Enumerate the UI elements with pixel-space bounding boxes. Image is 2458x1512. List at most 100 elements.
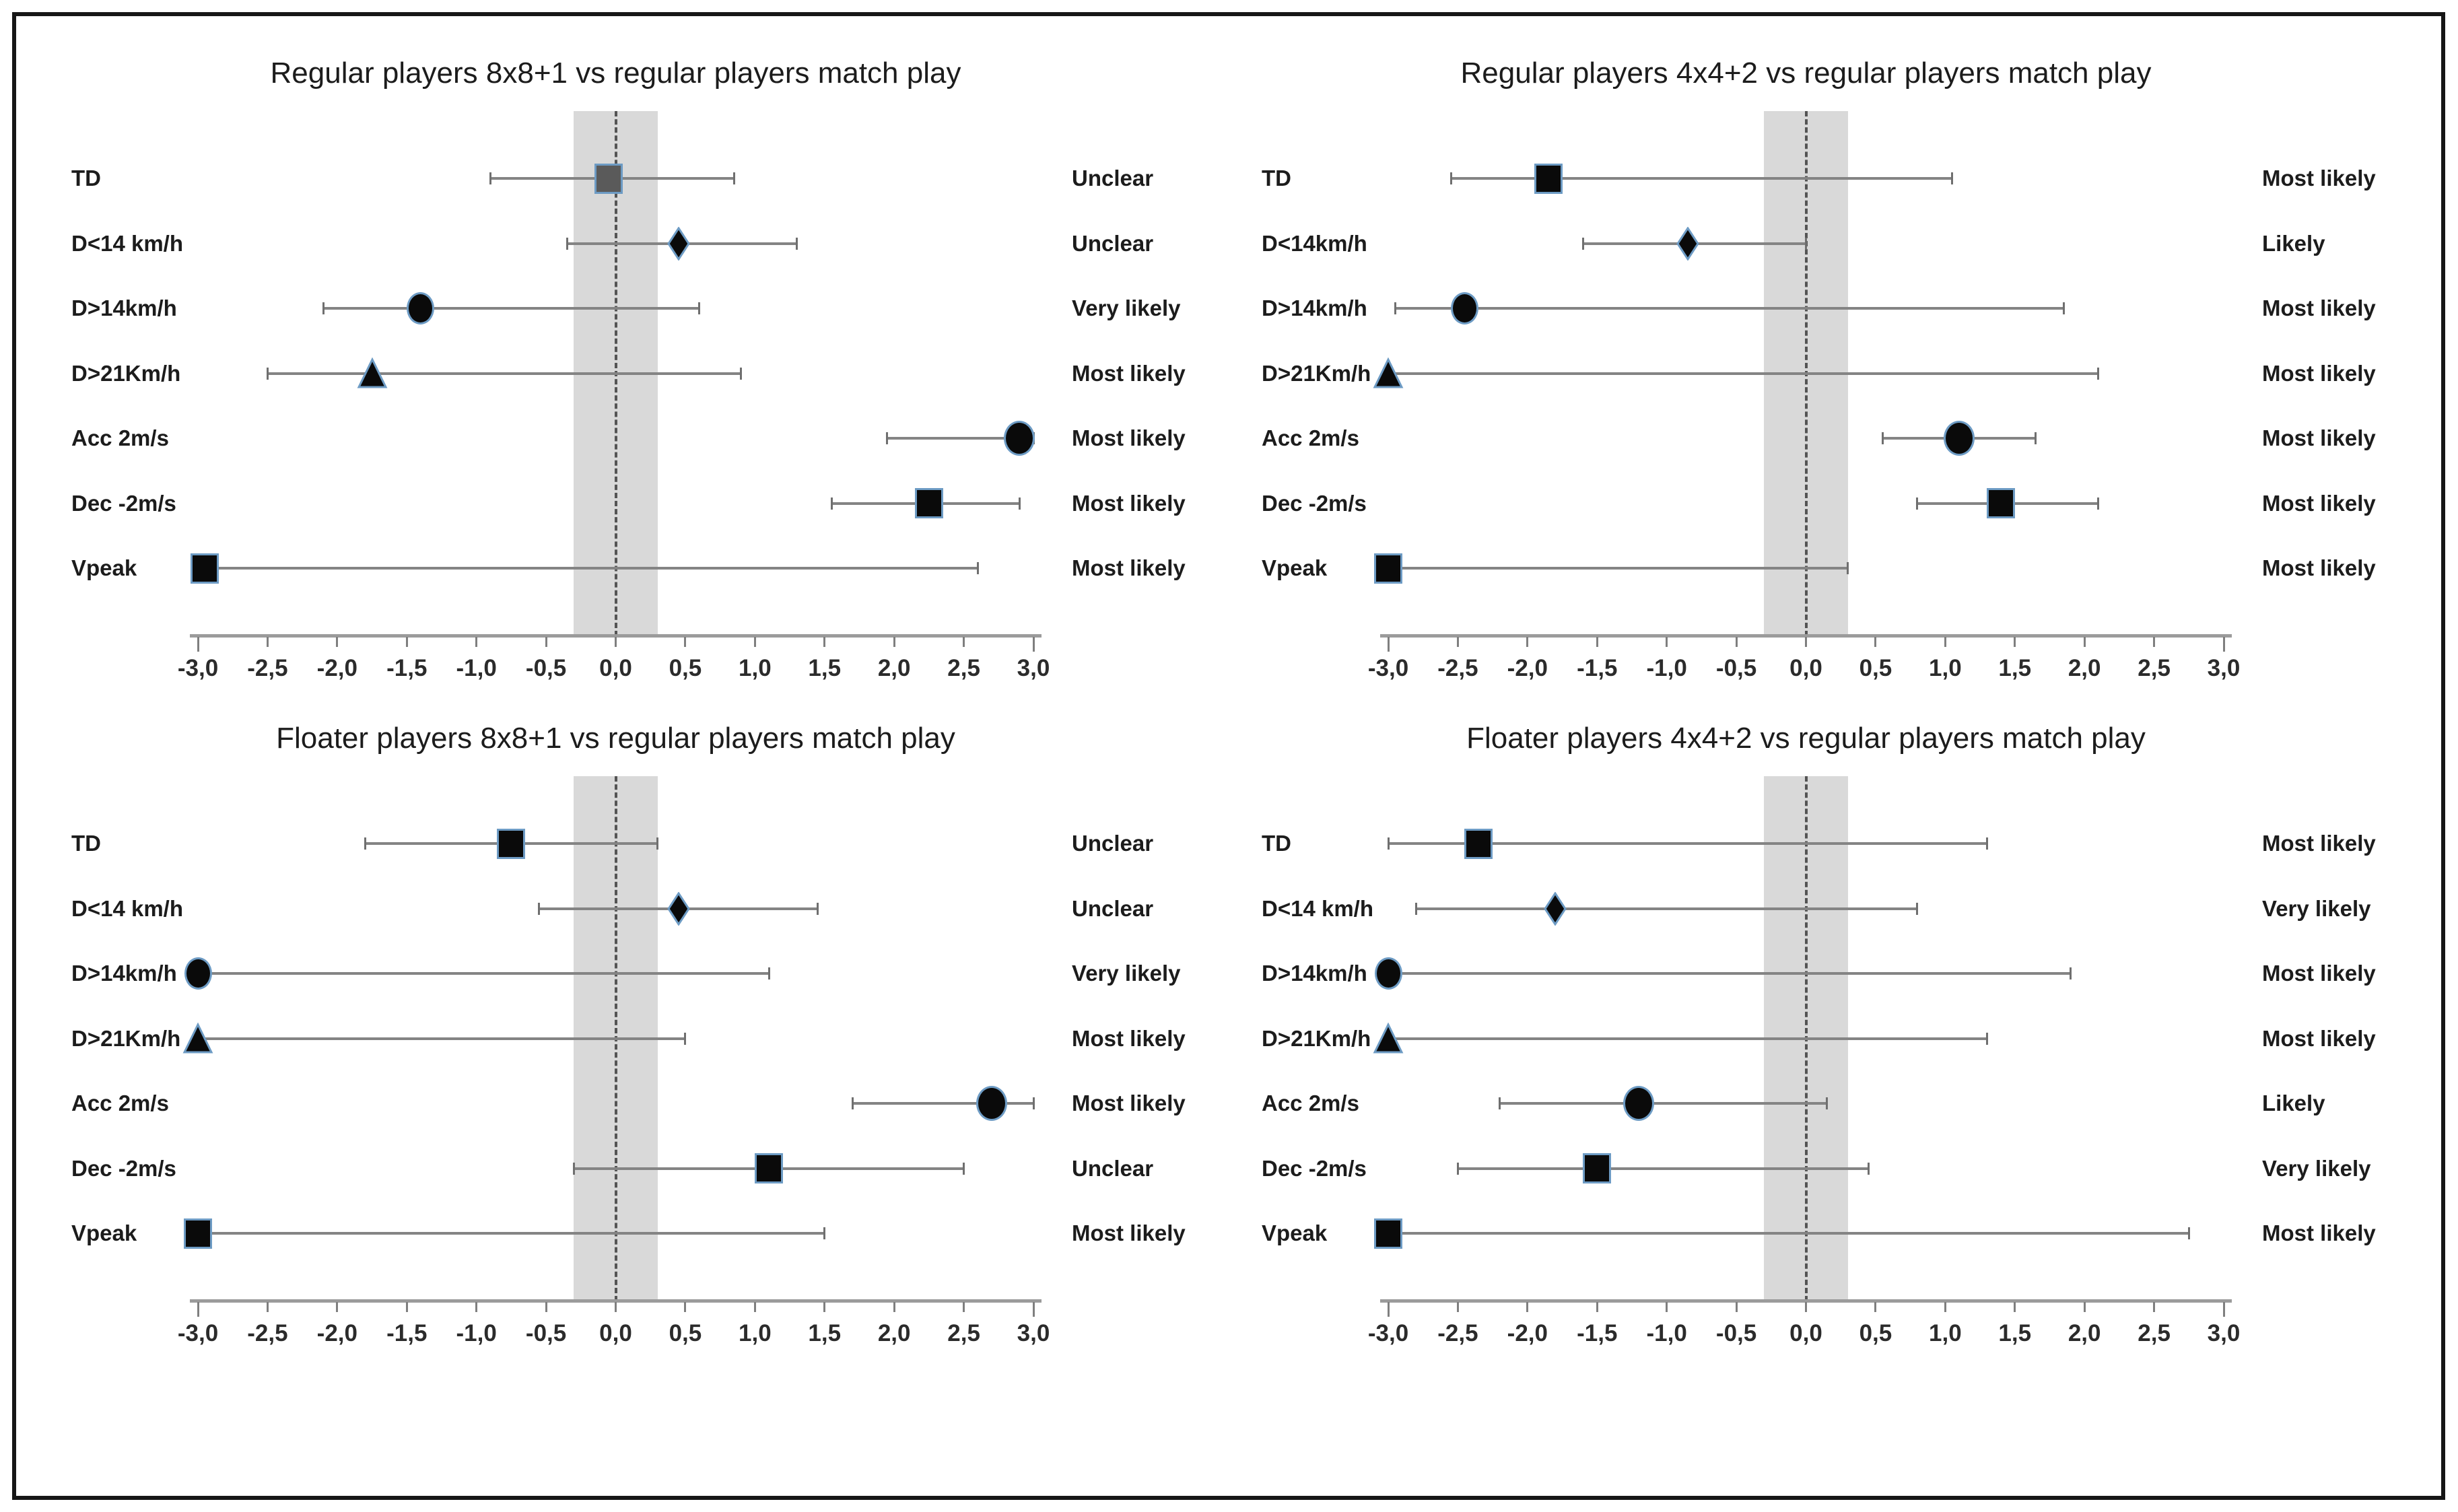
x-axis-tick-label: 1,5 — [1998, 1320, 2032, 1346]
error-bar — [1388, 842, 1987, 845]
error-bar-cap — [2069, 967, 2072, 980]
row-label: Vpeak — [71, 555, 137, 580]
x-axis-tick — [266, 637, 269, 647]
x-axis-tick — [1874, 637, 1877, 647]
x-axis-tick — [1596, 1302, 1598, 1312]
x-axis-tick — [823, 1302, 826, 1312]
x-axis-tick — [1596, 637, 1598, 647]
x-axis-tick — [1387, 637, 1390, 652]
error-bar — [323, 307, 699, 310]
x-axis-tick — [475, 637, 478, 647]
error-bar — [267, 372, 741, 375]
x-axis-tick — [1735, 637, 1738, 647]
error-bar — [1499, 1102, 1827, 1105]
x-axis-tick-label: -0,5 — [1715, 655, 1757, 681]
likelihood-label: Most likely — [2262, 1221, 2376, 1245]
likelihood-label: Most likely — [1072, 555, 1186, 580]
row-label: Dec -2m/s — [71, 1155, 176, 1181]
error-bar-cap — [1985, 837, 1988, 850]
x-axis-tick — [2222, 637, 2225, 652]
panel-regular-4x4plus2: Regular players 4x4+2 vs regular players… — [1190, 0, 2443, 727]
x-axis-tick — [823, 637, 826, 647]
error-bar-cap — [1916, 902, 1919, 915]
error-bar-cap — [1018, 497, 1021, 510]
error-bar-cap — [1881, 432, 1884, 444]
x-axis-tick-label: 0,5 — [669, 655, 702, 681]
x-axis-line — [190, 1299, 1042, 1303]
error-bar-cap — [656, 837, 659, 850]
row-label: Vpeak — [71, 1221, 137, 1245]
marker-square — [594, 163, 623, 194]
x-axis-tick — [197, 637, 199, 652]
marker-square — [1583, 1153, 1612, 1183]
error-bar-cap — [322, 302, 325, 314]
x-axis-tick — [336, 1302, 339, 1312]
row-label: D>14km/h — [71, 961, 177, 986]
x-axis-tick-label: 0,5 — [1859, 655, 1892, 681]
likelihood-label: Unclear — [1072, 166, 1154, 191]
error-bar-cap — [538, 902, 541, 915]
row-label: Vpeak — [1262, 1221, 1328, 1245]
error-bar — [1388, 567, 1848, 570]
error-bar-cap — [1951, 172, 1954, 184]
x-axis-tick-label: 1,5 — [808, 1320, 842, 1346]
x-axis-tick — [1805, 1302, 1807, 1312]
marker-square — [1534, 163, 1563, 194]
error-bar-cap — [830, 497, 833, 510]
likelihood-label: Unclear — [1072, 831, 1154, 856]
row-label: TD — [1262, 831, 1291, 856]
x-axis-tick — [963, 637, 965, 647]
likelihood-label: Most likely — [2262, 166, 2376, 191]
likelihood-label: Most likely — [2262, 425, 2376, 450]
error-bar — [887, 437, 1033, 440]
error-bar — [1388, 972, 2071, 975]
likelihood-label: Most likely — [2262, 296, 2376, 320]
likelihood-label: Very likely — [2262, 895, 2371, 921]
error-bar-cap — [851, 1097, 854, 1109]
marker-circle — [407, 292, 435, 324]
likelihood-label: Very likely — [1072, 961, 1181, 986]
row-label: D>21Km/h — [71, 360, 181, 386]
x-axis-tick-label: -0,5 — [1715, 1320, 1757, 1346]
x-axis-tick-label: 1,0 — [1929, 1320, 1962, 1346]
error-bar-cap — [1805, 237, 1807, 250]
marker-triangle — [357, 357, 388, 390]
row-label: D>14km/h — [1262, 961, 1367, 986]
marker-triangle — [182, 1022, 213, 1055]
row-label: D<14km/h — [1262, 230, 1367, 256]
x-axis-tick — [1666, 637, 1668, 647]
error-bar — [1416, 907, 1917, 910]
x-axis-line — [190, 634, 1042, 638]
likelihood-label: Unclear — [1072, 1155, 1154, 1181]
x-axis-tick-label: 2,5 — [947, 655, 980, 681]
error-bar-cap — [266, 367, 269, 380]
error-bar-cap — [684, 1032, 687, 1045]
panel-title: Regular players 8x8+1 vs regular players… — [270, 57, 961, 90]
x-axis-tick-label: -1,0 — [456, 1320, 497, 1346]
likelihood-label: Most likely — [1072, 1091, 1186, 1115]
marker-square — [497, 828, 526, 859]
likelihood-label: Most likely — [1072, 1221, 1186, 1245]
marker-circle — [1451, 292, 1479, 324]
x-axis-tick-label: 3,0 — [1017, 655, 1050, 681]
error-bar-cap — [1414, 902, 1417, 915]
likelihood-label: Most likely — [1072, 425, 1186, 450]
x-axis-tick — [545, 637, 547, 647]
marker-square — [1464, 828, 1493, 859]
marker-square — [1374, 1218, 1402, 1249]
x-axis-tick — [1526, 1302, 1529, 1312]
row-label: TD — [71, 166, 101, 191]
error-bar-cap — [1916, 497, 1919, 510]
x-axis-tick-label: 3,0 — [2207, 655, 2241, 681]
error-bar-cap — [489, 172, 491, 184]
x-axis-tick-label: -0,5 — [525, 1320, 567, 1346]
x-axis-tick-label: 2,5 — [2138, 655, 2171, 681]
x-axis-tick — [1735, 1302, 1738, 1312]
marker-circle — [184, 957, 212, 990]
x-axis-tick — [753, 637, 756, 647]
error-bar-cap — [2187, 1227, 2190, 1239]
error-bar — [852, 1102, 1033, 1105]
x-axis-tick-label: -2,0 — [316, 1320, 357, 1346]
marker-circle-large — [1004, 421, 1035, 456]
likelihood-label: Most likely — [1072, 490, 1186, 516]
